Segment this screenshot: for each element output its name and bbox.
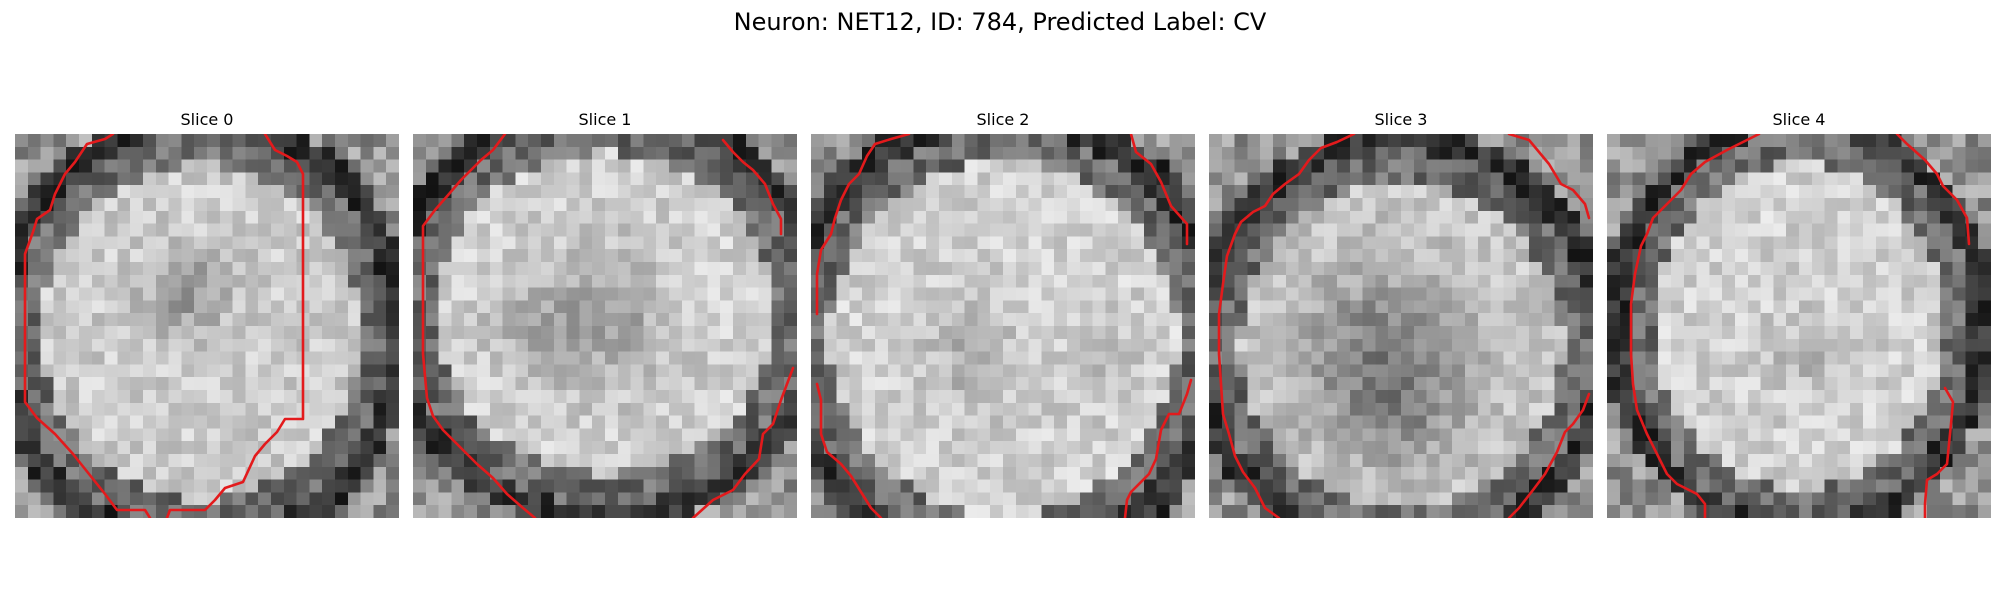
slice-contour-1-segment-0 xyxy=(721,138,783,236)
slice-contour-4-segment-1 xyxy=(1629,134,1761,518)
slice-panel-0: Slice 0 xyxy=(15,108,399,518)
slice-image-4 xyxy=(1607,134,1991,518)
figure-title: Neuron: NET12, ID: 784, Predicted Label:… xyxy=(733,8,1267,36)
slice-panel-1: Slice 1 xyxy=(413,108,797,518)
slice-image-1 xyxy=(413,134,797,518)
slice-contour-4-segment-0 xyxy=(1923,386,1955,518)
slice-pixels-3 xyxy=(1209,134,1593,518)
slice-contour-3-segment-2 xyxy=(1217,134,1356,518)
slice-contour-0-segment-1 xyxy=(23,134,152,518)
slice-contour-3-segment-1 xyxy=(1507,392,1591,518)
slice-contour-0-segment-0 xyxy=(165,134,305,518)
slice-title-1: Slice 1 xyxy=(578,110,632,129)
slice-pixels-0 xyxy=(15,134,399,518)
slice-contour-1-segment-1 xyxy=(691,366,795,518)
slice-contour-4-segment-2 xyxy=(1895,134,1971,246)
slice-pixels-4 xyxy=(1607,134,1991,518)
slice-pixels-1 xyxy=(413,134,797,518)
slice-image-2 xyxy=(811,134,1195,518)
slice-image-0 xyxy=(15,134,399,518)
slice-contour-1-segment-2 xyxy=(421,134,537,518)
slice-pixels-2 xyxy=(811,134,1195,518)
slice-title-0: Slice 0 xyxy=(180,110,234,129)
slice-contour-2-segment-1 xyxy=(1123,378,1193,518)
slice-title-2: Slice 2 xyxy=(976,110,1030,129)
slice-image-3 xyxy=(1209,134,1593,518)
slice-contour-3-segment-0 xyxy=(1507,134,1591,220)
slice-contour-2-segment-0 xyxy=(1129,134,1189,246)
slice-title-4: Slice 4 xyxy=(1772,110,1826,129)
slice-contour-2-segment-3 xyxy=(815,134,911,316)
slice-panel-3: Slice 3 xyxy=(1209,108,1593,518)
slice-title-3: Slice 3 xyxy=(1374,110,1428,129)
slice-panel-4: Slice 4 xyxy=(1607,108,1991,518)
slice-panel-2: Slice 2 xyxy=(811,108,1195,518)
slice-contour-2-segment-2 xyxy=(815,382,883,518)
